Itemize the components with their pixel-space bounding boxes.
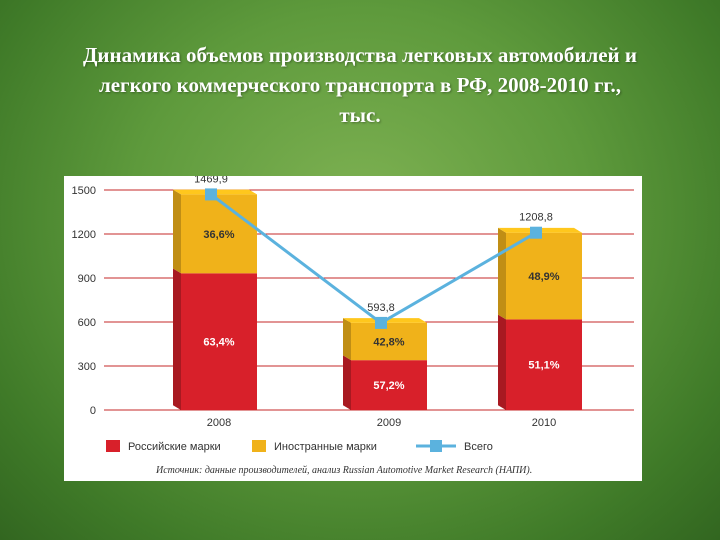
bar-russian-2010: [506, 319, 582, 410]
bar-russian-2009: [351, 360, 427, 410]
source-note: Источник: данные производителей, анализ …: [155, 465, 532, 476]
bar-foreign-side-2008: [173, 189, 181, 274]
bar-russian-side-2008: [173, 268, 181, 410]
label-foreign-2009: 42,8%: [373, 337, 404, 349]
legend-foreign-label: Иностранные марки: [274, 441, 377, 453]
total-value-label: 593,8: [367, 302, 395, 314]
y-tick-label: 300: [78, 361, 96, 373]
bar-foreign-2009: [351, 322, 427, 361]
x-tick-label: 2010: [532, 417, 556, 429]
bar-foreign-side-2009: [343, 318, 351, 361]
x-tick-label: 2008: [207, 417, 231, 429]
total-value-label: 1208,8: [519, 212, 553, 224]
bar-russian-side-2010: [498, 314, 506, 410]
title-line-2: легкого коммерческого транспорта в РФ, 2…: [98, 73, 622, 97]
bar-russian-2008: [181, 273, 257, 410]
bar-russian-side-2009: [343, 355, 351, 410]
x-tick-label: 2009: [377, 417, 401, 429]
y-tick-label: 1200: [72, 229, 96, 241]
label-russian-2009: 57,2%: [373, 380, 404, 392]
y-tick-label: 1500: [72, 185, 96, 197]
bar-foreign-2008: [181, 194, 257, 274]
legend-total-marker: [430, 440, 442, 452]
chart-panel: 0 300 600 900 1200 1500 63,4% 36,6% 2008 57,2% 42,…: [64, 176, 642, 481]
y-tick-label: 600: [78, 317, 96, 329]
bar-foreign-side-2010: [498, 227, 506, 320]
label-russian-2008: 63,4%: [203, 337, 234, 349]
legend-russian-label: Российские марки: [128, 441, 221, 453]
label-foreign-2008: 36,6%: [203, 229, 234, 241]
label-foreign-2010: 48,9%: [528, 271, 559, 283]
y-tick-label: 0: [90, 405, 96, 417]
legend-total-label: Всего: [464, 441, 493, 453]
bar-foreign-2010: [506, 232, 582, 320]
y-tick-label: 900: [78, 273, 96, 285]
title-line-1: Динамика объемов производства легковых а…: [82, 43, 638, 67]
page-title: Динамика объемов производства легковых а…: [40, 40, 680, 130]
title-line-3: тыс.: [339, 103, 381, 127]
legend-russian-swatch: [106, 440, 120, 452]
legend-foreign-swatch: [252, 440, 266, 452]
total-value-label: 1469,9: [194, 176, 228, 185]
chart: 0 300 600 900 1200 1500 63,4% 36,6% 2008 57,2% 42,…: [72, 176, 634, 476]
label-russian-2010: 51,1%: [528, 360, 559, 372]
total-point-2008: [205, 188, 217, 201]
total-point-2010: [530, 226, 542, 239]
total-point-2009: [375, 316, 387, 329]
